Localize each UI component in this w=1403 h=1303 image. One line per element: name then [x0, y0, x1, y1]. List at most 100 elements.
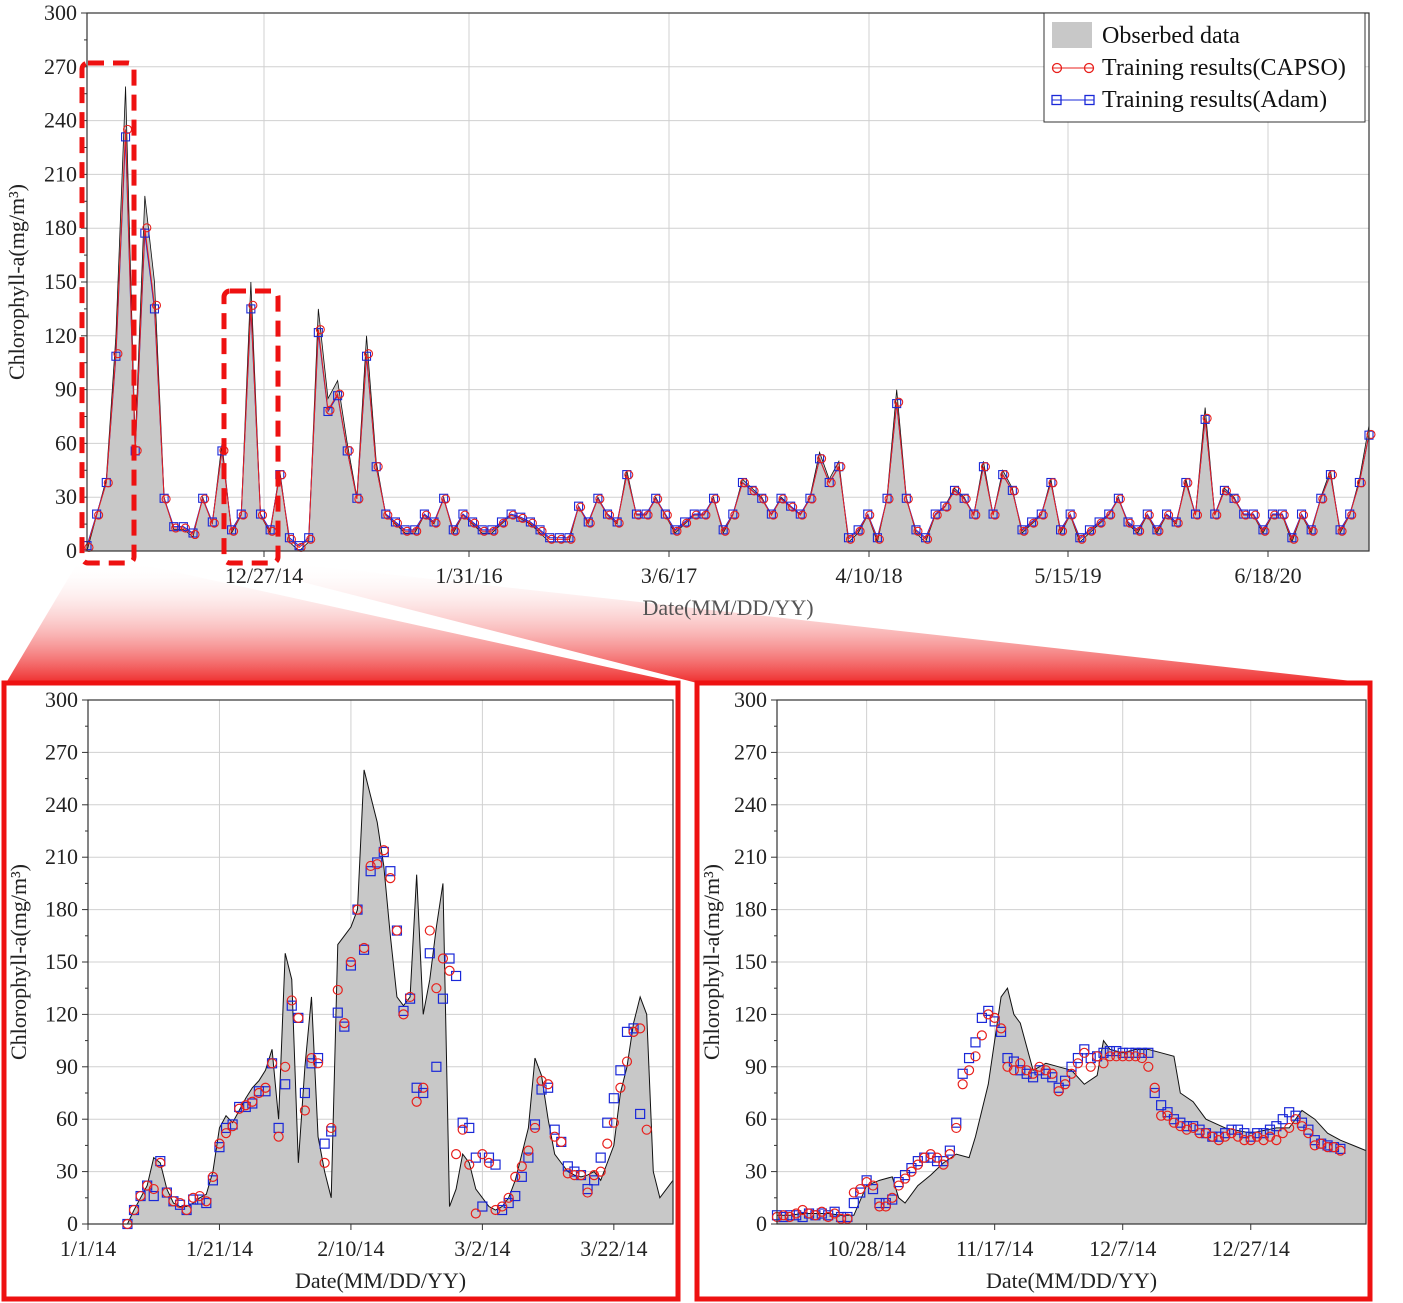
capso-point	[848, 1187, 859, 1198]
capso-point	[1279, 510, 1289, 520]
x-tick-label: 1/1/14	[60, 1236, 116, 1261]
capso-point	[155, 1157, 166, 1168]
adam-point	[1040, 1068, 1051, 1079]
capso-point	[373, 462, 383, 472]
capso-point	[238, 510, 248, 520]
y-tick-label: 120	[44, 323, 77, 348]
adam-point	[564, 533, 574, 543]
adam-point	[1055, 525, 1066, 535]
capso-point	[392, 518, 403, 528]
capso-point	[516, 1161, 527, 1172]
capso-point	[280, 1061, 291, 1072]
capso-point	[861, 1176, 872, 1188]
y-tick-label: 270	[44, 54, 77, 79]
capso-point	[457, 1124, 468, 1135]
capso-point	[1111, 1051, 1122, 1062]
capso-point	[562, 1168, 573, 1179]
capso-point	[194, 1190, 205, 1202]
capso-point	[807, 494, 817, 504]
capso-point	[312, 1058, 324, 1069]
capso-point	[970, 1051, 981, 1062]
x-tick-label: 1/21/14	[186, 1236, 253, 1261]
adam-point	[631, 509, 641, 519]
adam-point	[1287, 533, 1297, 543]
capso-point	[424, 925, 435, 936]
zoom-fan-right	[224, 562, 1370, 683]
capso-point	[372, 859, 383, 870]
capso-point	[566, 534, 576, 544]
adam-point	[1296, 1117, 1308, 1128]
capso-point	[536, 1075, 547, 1086]
capso-point	[1327, 470, 1337, 480]
capso-point	[253, 1087, 264, 1099]
adam-point	[418, 1087, 429, 1099]
capso-point	[1252, 1131, 1263, 1142]
capso-point	[1250, 510, 1260, 520]
x-tick-label: 4/10/18	[835, 563, 902, 588]
capso-point	[1335, 1145, 1346, 1156]
capso-point	[181, 1204, 192, 1216]
adam-point	[628, 1023, 639, 1034]
capso-point	[595, 1166, 606, 1177]
capso-point	[829, 1208, 840, 1219]
capso-point	[161, 1187, 172, 1198]
x-tick-label: 3/2/14	[454, 1236, 510, 1261]
adam-point	[899, 1169, 911, 1181]
y-tick-label: 60	[56, 1106, 78, 1131]
capso-point	[951, 486, 962, 496]
adam-point	[1284, 1107, 1295, 1118]
capso-point	[1098, 1058, 1109, 1069]
capso-point	[335, 389, 345, 399]
capso-point	[1106, 510, 1116, 520]
capso-point	[260, 1082, 271, 1093]
capso-point	[1053, 1086, 1064, 1097]
capso-point	[135, 1190, 146, 1202]
adam-point	[1059, 1075, 1071, 1086]
capso-point	[1220, 1131, 1231, 1142]
capso-point	[1296, 1121, 1308, 1132]
capso-point	[682, 518, 692, 528]
capso-point	[161, 494, 171, 504]
capso-point	[1066, 1068, 1077, 1079]
capso-point	[961, 494, 971, 504]
capso-point	[788, 502, 798, 512]
capso-point	[200, 494, 210, 504]
adam-point	[516, 1171, 527, 1182]
legend-adam-marker-2	[1084, 94, 1095, 106]
adam-point	[1021, 1068, 1032, 1079]
adam-point	[236, 509, 246, 519]
adam-point	[608, 1093, 619, 1104]
plot-frame	[776, 699, 1367, 1225]
adam-point	[464, 1122, 475, 1134]
adam-point	[424, 948, 435, 959]
adam-point	[207, 1175, 218, 1186]
y-axis-title: Chlorophyll-a(mg/m³)	[4, 184, 29, 380]
capso-point	[1144, 510, 1154, 520]
adam-point	[319, 1138, 330, 1149]
adam-point	[970, 1037, 981, 1048]
x-tick-label: 12/27/14	[1212, 1236, 1290, 1261]
adam-point	[419, 509, 429, 519]
adam-point	[227, 525, 237, 535]
capso-point	[404, 991, 416, 1003]
capso-point	[913, 526, 923, 536]
capso-point	[1164, 510, 1174, 520]
y-tick-label: 300	[734, 687, 767, 712]
capso-point	[378, 845, 389, 856]
adam-point	[398, 1005, 409, 1017]
capso-point	[1226, 1128, 1237, 1139]
capso-point	[391, 925, 403, 936]
adam-point	[188, 528, 198, 538]
adam-point	[874, 1197, 885, 1209]
capso-point	[701, 510, 711, 520]
capso-point	[510, 1171, 521, 1182]
capso-point	[867, 1180, 879, 1191]
adam-point	[510, 1190, 521, 1202]
adam-point	[1098, 1047, 1109, 1058]
capso-point	[1308, 526, 1318, 536]
capso-point	[810, 1210, 821, 1221]
adam-point	[1296, 509, 1307, 519]
adam-point	[1271, 1121, 1282, 1132]
capso-point	[1021, 1065, 1032, 1076]
capso-point	[614, 518, 624, 528]
